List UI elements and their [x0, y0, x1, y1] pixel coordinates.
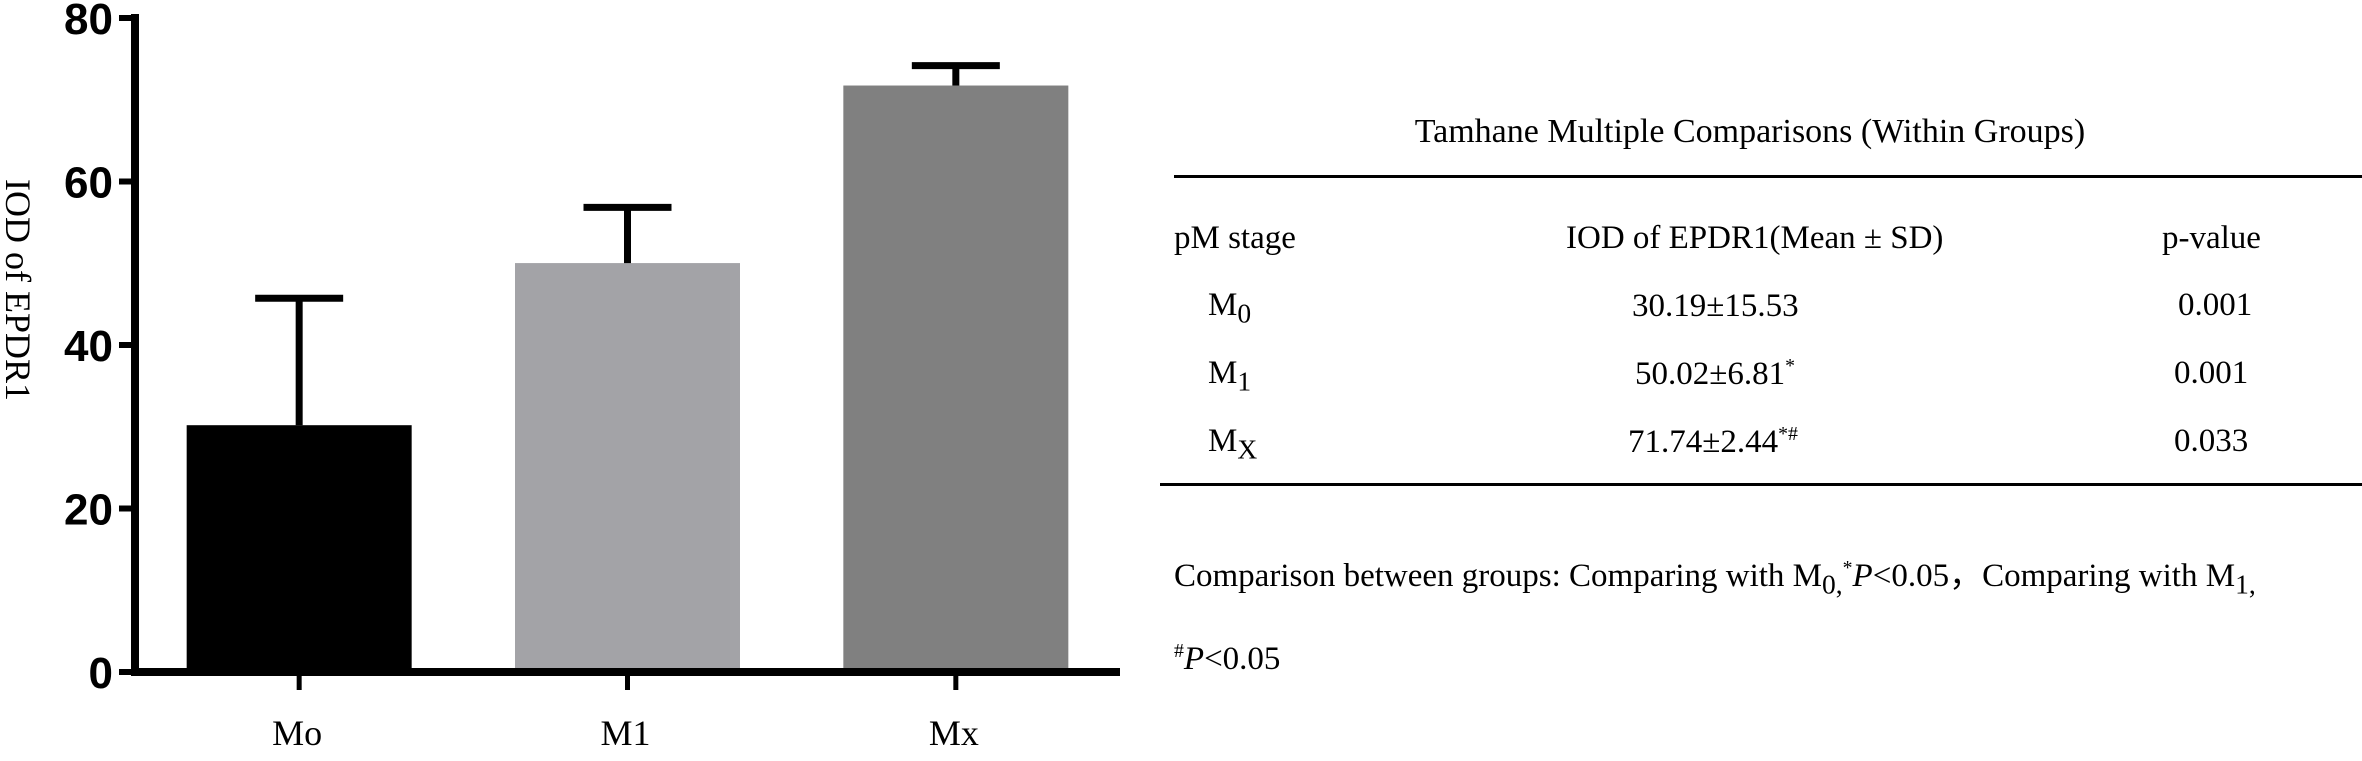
- y-tick-label-60: 60: [64, 159, 113, 208]
- table-title: Tamhane Multiple Comparisons (Within Gro…: [1414, 113, 2086, 150]
- header-pm-stage: pM stage: [1174, 220, 1296, 256]
- header-p-value: p-value: [2162, 220, 2261, 256]
- comparison-table-panel: Tamhane Multiple Comparisons (Within Gro…: [1160, 0, 2362, 761]
- y-tick-label-0: 0: [89, 649, 113, 698]
- y-tick-label-40: 40: [64, 322, 113, 371]
- x-tick-label-Mo: Mo: [272, 713, 322, 753]
- table-bottom-rule: [1160, 483, 2362, 486]
- row-1-mean: 50.02±6.81*: [1635, 355, 1796, 392]
- bar-chart: Mo M1 Mx 0 20 40 60 80 IOD of EPDR1: [0, 0, 1120, 753]
- y-tick-label-20: 20: [64, 486, 113, 535]
- bar-Mx: [843, 85, 1069, 672]
- row-2-mean: 71.74±2.44*#: [1628, 423, 1798, 460]
- row-0-mean: 30.19±15.53: [1632, 288, 1799, 324]
- significance-note-line-1: Comparison between groups: Comparing wit…: [1174, 557, 2256, 600]
- table-top-rule: [1174, 175, 2362, 178]
- x-tick-label-M1: M1: [600, 713, 650, 753]
- bar-M1: [515, 263, 740, 672]
- row-1-p-value: 0.001: [2174, 355, 2249, 391]
- header-iod-mean-sd: IOD of EPDR1(Mean ± SD): [1566, 220, 1944, 256]
- row-0-p-value: 0.001: [2178, 287, 2253, 323]
- significance-note-line-2: #P<0.05: [1174, 640, 1281, 677]
- bar-Mo: [186, 425, 412, 672]
- y-axis-label: IOD of EPDR1: [0, 179, 38, 401]
- row-2-stage: MX: [1208, 423, 1258, 465]
- y-tick-label-80: 80: [64, 0, 113, 44]
- row-0-stage: M0: [1208, 287, 1252, 329]
- row-2-p-value: 0.033: [2174, 423, 2249, 459]
- x-tick-label-Mx: Mx: [929, 713, 979, 753]
- row-1-stage: M1: [1208, 355, 1252, 397]
